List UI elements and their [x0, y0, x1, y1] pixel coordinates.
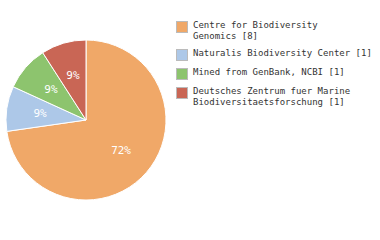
- svg-text:9%: 9%: [33, 107, 47, 120]
- html-text:Centre for Biodiversity Genomi: Centre for Biodiversity Genomics [8]: [193, 20, 318, 41]
- html-text:Naturalis Biodiversity Center: Naturalis Biodiversity Center [1]: [193, 48, 372, 58]
- html-text:Deutsches Zentrum fuer Marine: Deutsches Zentrum fuer Marine Biodiversi…: [193, 86, 351, 107]
- svg-text:72%: 72%: [111, 144, 131, 157]
- svg-text:9%: 9%: [44, 83, 58, 96]
- svg-text:9%: 9%: [66, 69, 80, 82]
- html-text:Mined from GenBank, NCBI [1]: Mined from GenBank, NCBI [1]: [193, 67, 345, 77]
